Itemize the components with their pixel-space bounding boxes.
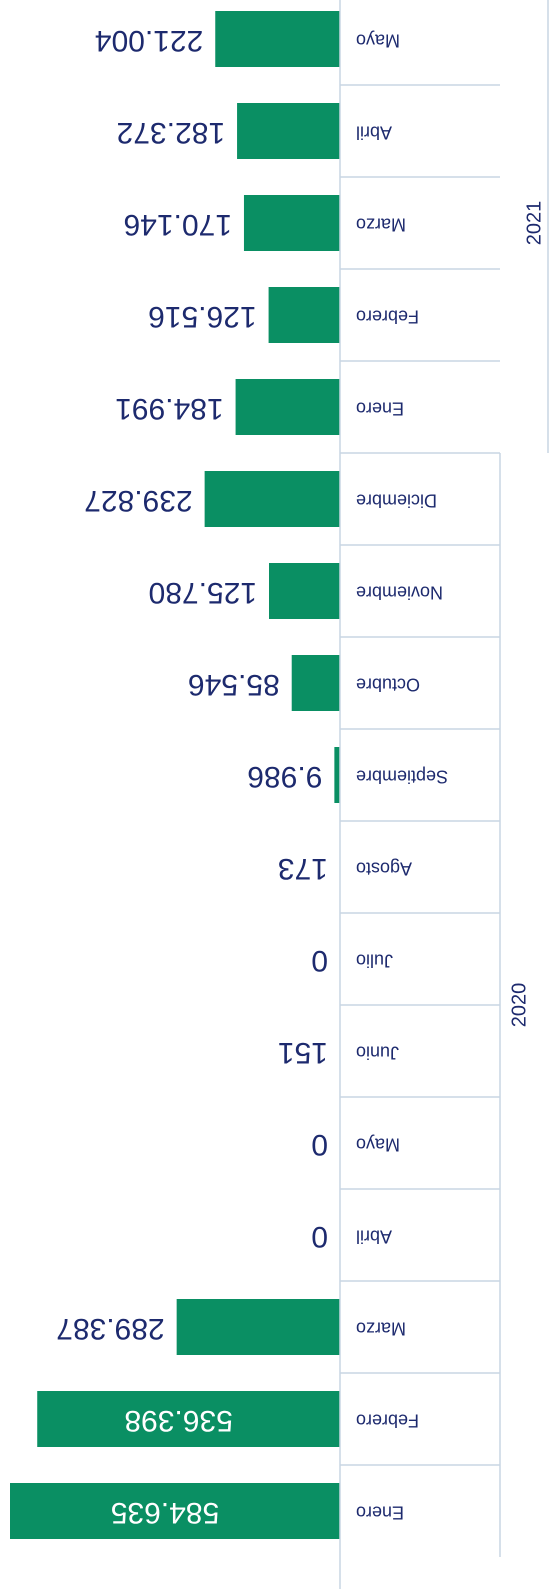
bar	[176, 1299, 340, 1355]
bar	[204, 471, 340, 527]
category-label: Marzo	[356, 214, 406, 234]
value-label: 0	[311, 1220, 328, 1253]
value-label: 170.146	[124, 208, 232, 241]
value-label: 85.546	[188, 668, 280, 701]
bar	[215, 11, 340, 67]
bar	[10, 1483, 340, 1539]
bar	[243, 195, 340, 251]
category-label: Marzo	[356, 1318, 406, 1338]
value-label: 173	[278, 852, 328, 885]
category-label: Octubre	[356, 674, 420, 694]
category-label: Enero	[356, 398, 404, 418]
value-label: 239.827	[84, 484, 192, 517]
value-label: 0	[311, 944, 328, 977]
value-label: 584.635	[111, 1496, 219, 1529]
value-label: 151	[278, 1036, 328, 1069]
category-label: Septiembre	[356, 766, 448, 786]
bar	[334, 747, 340, 803]
bar	[268, 287, 340, 343]
value-label: 9.986	[247, 760, 322, 793]
category-label: Febrero	[356, 306, 419, 326]
category-label: Mayo	[356, 30, 400, 50]
group-label: 2020	[508, 983, 530, 1028]
value-label: 289.387	[56, 1312, 164, 1345]
category-label: Noviembre	[356, 582, 443, 602]
value-label: 221.004	[95, 24, 203, 57]
group-label: 2021	[523, 201, 545, 246]
category-label: Diciembre	[356, 490, 437, 510]
category-label: Junio	[356, 1042, 399, 1062]
category-label: Abril	[356, 1226, 392, 1246]
value-label: 182.372	[117, 116, 225, 149]
category-label: Abril	[356, 122, 392, 142]
category-label: Agosto	[356, 858, 412, 878]
bar	[237, 103, 340, 159]
category-label: Febrero	[356, 1410, 419, 1430]
bar	[235, 379, 340, 435]
value-label: 184.991	[115, 392, 223, 425]
bar	[291, 655, 340, 711]
value-label: 536.398	[124, 1404, 232, 1437]
bar	[37, 1391, 340, 1447]
category-label: Mayo	[356, 1134, 400, 1154]
chart-body: Enero 584.635 Febrero 536.398 Marzo 289.387 Ab…	[10, 0, 549, 1589]
value-label: 0	[311, 1128, 328, 1161]
bar	[269, 563, 340, 619]
value-label: 125.780	[149, 576, 257, 609]
value-label: 126.516	[148, 300, 256, 333]
category-label: Enero	[356, 1502, 404, 1522]
category-label: Julio	[356, 950, 393, 970]
